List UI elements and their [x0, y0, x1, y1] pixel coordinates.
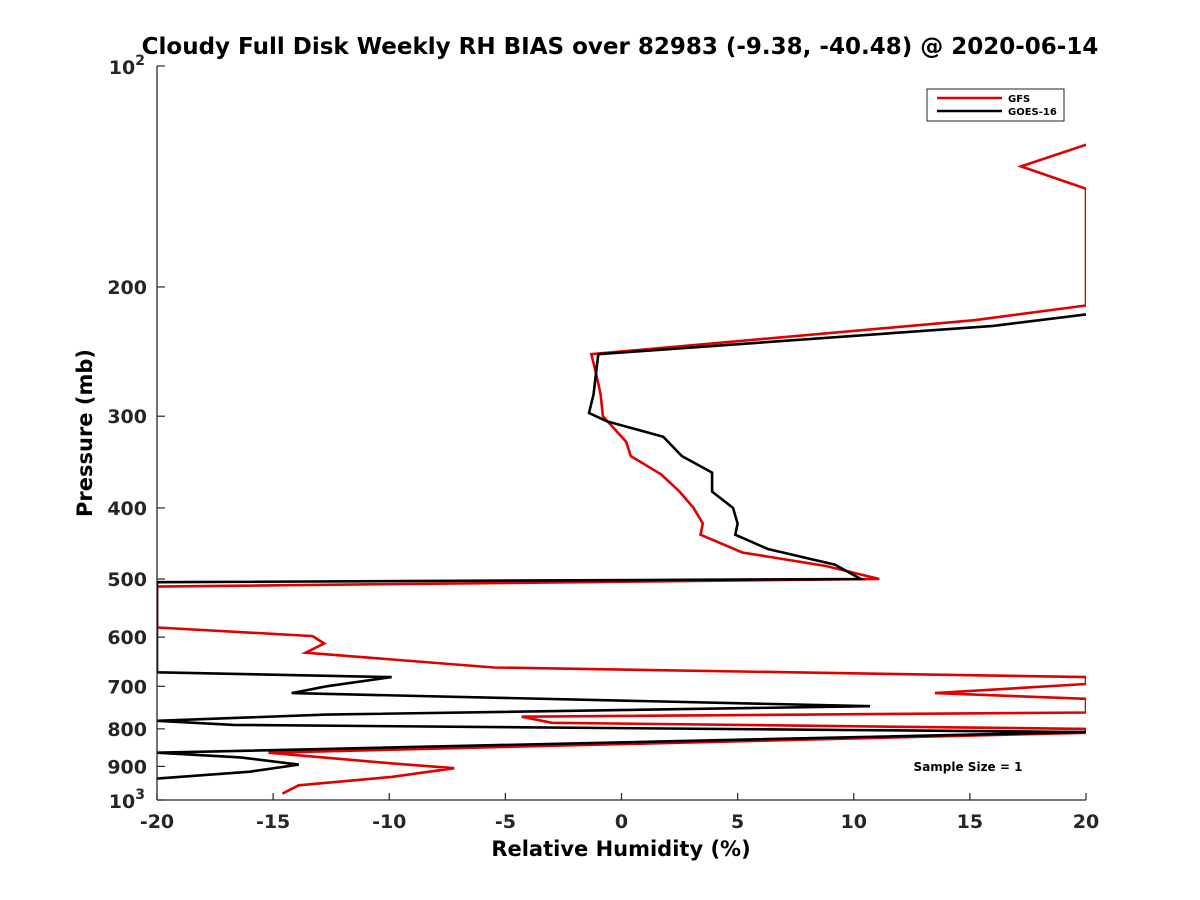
legend-label: GOES-16 [1008, 107, 1057, 118]
x-tick-label: -5 [495, 811, 516, 833]
y-tick-label: 103 [109, 787, 145, 813]
series-line-gfs [157, 143, 1086, 795]
x-tick-label: 10 [841, 811, 867, 833]
y-tick-label: 900 [107, 756, 147, 778]
x-axis: -20 -15 -10 -5 0 5 10 15 20 [140, 793, 1099, 833]
y-tick-label: 800 [107, 719, 147, 741]
y-tick-label: 500 [107, 569, 147, 591]
y-tick-label: 700 [107, 676, 147, 698]
y-tick-label: 400 [107, 498, 147, 520]
sample-size-annotation: Sample Size = 1 [914, 760, 1023, 774]
y-tick-label: 102 [109, 53, 145, 79]
x-tick-label: 5 [731, 811, 744, 833]
plot-frame [157, 66, 1086, 800]
chart-title: Cloudy Full Disk Weekly RH BIAS over 829… [142, 34, 1099, 60]
legend: GFS GOES-16 [926, 88, 1065, 122]
x-tick-label: -15 [256, 811, 290, 833]
y-axis: 102 200 300 400 500 600 700 800 900 103 [107, 53, 165, 813]
y-tick-label: 300 [107, 406, 147, 428]
legend-box [926, 88, 1065, 122]
series-layer [157, 143, 1086, 795]
x-tick-label: 15 [957, 811, 983, 833]
x-tick-label: -20 [140, 811, 174, 833]
x-tick-label: 0 [615, 811, 628, 833]
x-tick-label: 20 [1073, 811, 1099, 833]
y-tick-label: 200 [107, 277, 147, 299]
legend-label: GFS [1008, 94, 1030, 105]
y-tick-label: 600 [107, 627, 147, 649]
x-tick-label: -10 [372, 811, 406, 833]
x-axis-label: Relative Humidity (%) [491, 837, 750, 861]
y-axis-label: Pressure (mb) [73, 349, 97, 517]
series-line-goes-16 [157, 313, 1086, 780]
